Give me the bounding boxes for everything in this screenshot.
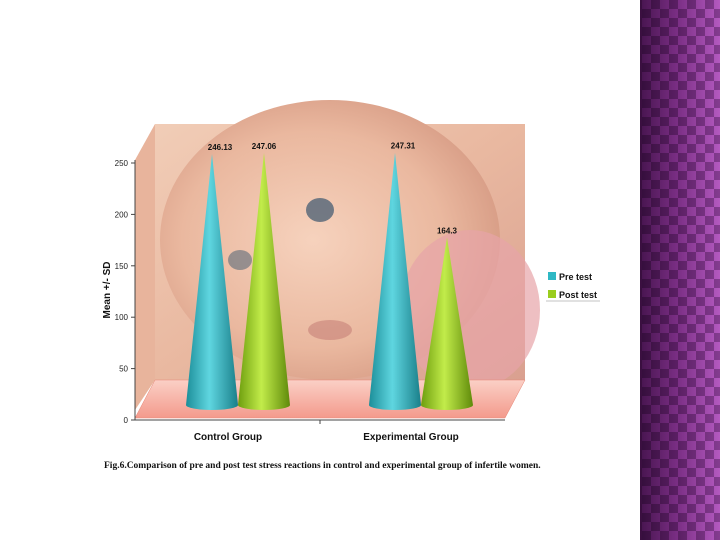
data-label-pre-test-0: 246.13 (208, 143, 233, 152)
y-tick-label: 0 (124, 416, 129, 425)
cone-post-test-1 (421, 237, 473, 410)
category-labels: Control Group Experimental Group (194, 432, 459, 443)
y-tick-label: 150 (115, 262, 129, 271)
category-label: Experimental Group (363, 432, 459, 443)
y-axis-label: Mean +/- SD (102, 262, 113, 319)
legend-label-pre-test: Pre test (559, 272, 592, 282)
data-label-post-test-1: 164.3 (437, 226, 458, 235)
y-tick-label: 100 (115, 313, 129, 322)
cone-pre-test-1 (369, 152, 421, 410)
y-tick-label: 50 (119, 365, 128, 374)
category-label: Control Group (194, 432, 262, 443)
data-labels: 246.13 247.31 247.06 164.3 (208, 142, 458, 236)
data-label-pre-test-1: 247.31 (391, 142, 416, 151)
y-ticks: 0 50 100 150 200 250 (115, 159, 135, 425)
legend-swatch-post-test (548, 290, 556, 298)
y-tick-label: 250 (115, 159, 129, 168)
cone-pre-test-0 (186, 153, 238, 411)
legend-label-post-test: Post test (559, 290, 597, 300)
sidebar-edge (640, 0, 642, 540)
cones (186, 152, 473, 411)
decorative-sidebar (642, 0, 720, 540)
y-tick-label: 200 (115, 210, 129, 219)
legend-swatch-pre-test (548, 272, 556, 280)
figure-caption: Fig.6.Comparison of pre and post test st… (104, 461, 541, 471)
cone-post-test-0 (238, 152, 290, 411)
legend: Pre test Post test (546, 272, 600, 302)
data-label-post-test-0: 247.06 (252, 142, 277, 151)
